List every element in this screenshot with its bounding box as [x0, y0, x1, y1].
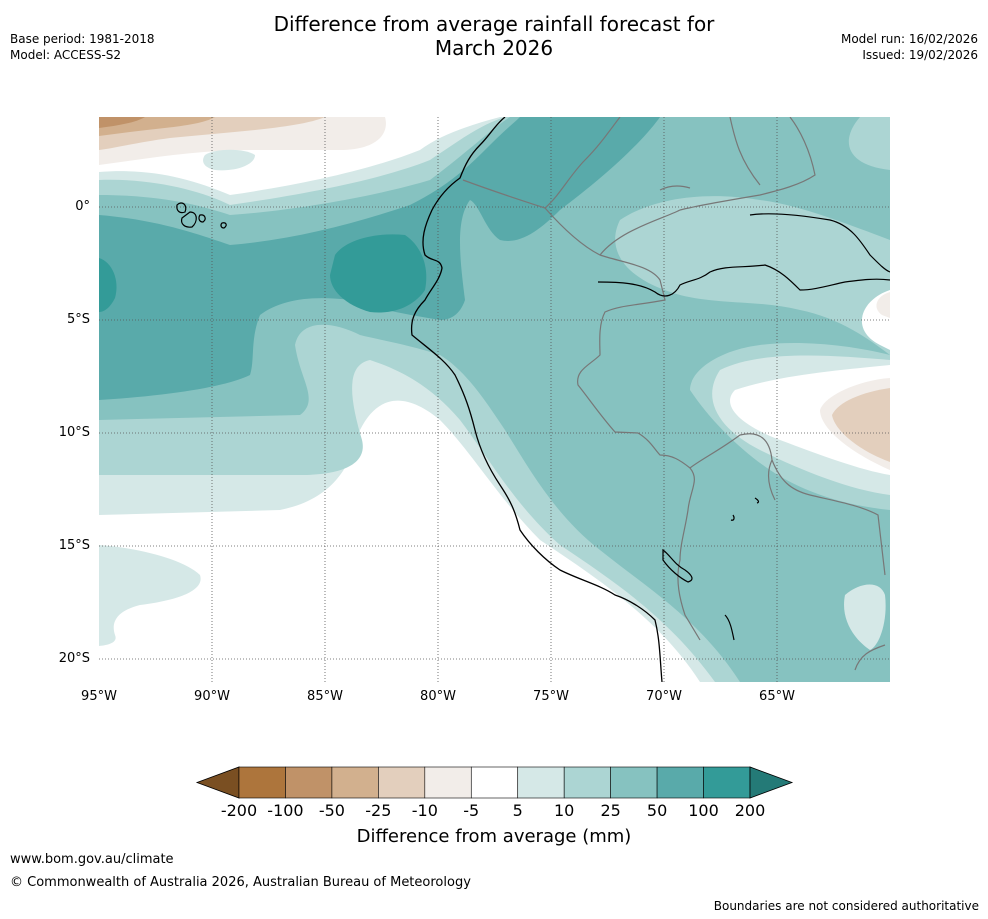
wet-patch-southeast	[844, 584, 886, 650]
graticule	[99, 117, 890, 682]
colorbar-tick-label: 100	[688, 801, 719, 820]
colorbar-tick-label: -25	[365, 801, 392, 820]
lat-label-15s: 15°S	[58, 538, 90, 553]
dry-spot-east-far	[876, 292, 890, 318]
colorbar-box	[424, 766, 472, 799]
colorbar-tick-label: -10	[411, 801, 438, 820]
colorbar-tick-label: -200	[220, 801, 258, 820]
lon-label-70w: 70°W	[646, 689, 682, 704]
lon-label-65w: 65°W	[759, 689, 795, 704]
wet-band-100-west	[99, 258, 117, 312]
lat-label-5s: 5°S	[66, 312, 90, 327]
colorbar-tick-label: -50	[318, 801, 345, 820]
base-period: Base period: 1981-2018	[10, 32, 155, 46]
galapagos-islands	[176, 202, 227, 229]
country-borders-north	[544, 117, 816, 256]
colorbar-box	[563, 766, 611, 799]
right-metadata: Model run: 16/02/2026 Issued: 19/02/2026	[841, 31, 978, 63]
colorbar-box	[703, 766, 751, 799]
colorbar-tick-label: 25	[600, 801, 621, 820]
colorbar-box	[610, 766, 658, 799]
colorbar-box	[238, 766, 286, 799]
colorbar-box	[331, 766, 379, 799]
colorbar-title: Difference from average (mm)	[356, 826, 632, 847]
colorbar	[195, 766, 794, 799]
map-title: Difference from average rainfall forecas…	[0, 12, 988, 60]
colorbar-extend-low	[195, 766, 240, 799]
website-link[interactable]: www.bom.gov.au/climate	[10, 852, 174, 867]
colorbar-tick-label: 200	[734, 801, 766, 820]
issued-date: Issued: 19/02/2026	[862, 48, 978, 62]
map-title-line2: March 2026	[434, 36, 554, 60]
map-fill-layers	[99, 117, 890, 682]
wet-patch-southwest	[99, 545, 201, 646]
wet-patch-north	[203, 149, 255, 171]
country-borders-east	[689, 433, 886, 671]
coastline-amazon-river	[597, 213, 890, 297]
lat-label-20s: 20°S	[58, 651, 90, 666]
country-borders	[462, 179, 701, 641]
boundaries	[176, 117, 890, 682]
colorbar-tick-label: 50	[646, 801, 668, 820]
colorbar-tick-label: 10	[553, 801, 575, 820]
lat-label-0: 0°	[75, 199, 90, 214]
left-metadata: Base period: 1981-2018 Model: ACCESS-S2	[10, 31, 155, 63]
copyright-notice: © Commonwealth of Australia 2026, Austra…	[10, 875, 471, 890]
map-title-line1: Difference from average rainfall forecas…	[273, 12, 715, 36]
model-name: Model: ACCESS-S2	[10, 48, 122, 62]
colorbar-box	[285, 766, 333, 799]
colorbar-box	[470, 766, 519, 799]
colorbar-box	[517, 766, 565, 799]
boundary-disclaimer: Boundaries are not considered authoritat…	[713, 899, 979, 913]
wet-band-100	[330, 234, 427, 313]
lon-label-95w: 95°W	[81, 689, 117, 704]
dry-spot-east-10	[832, 388, 890, 462]
lon-label-75w: 75°W	[533, 689, 569, 704]
lon-label-90w: 90°W	[194, 689, 230, 704]
colorbar-tick-label: -100	[267, 801, 304, 820]
colorbar-box	[656, 766, 704, 799]
colorbar-box	[378, 766, 426, 799]
dry-region-top-left-50	[99, 117, 145, 128]
coastline-west	[410, 117, 663, 682]
lat-label-10s: 10°S	[58, 425, 90, 440]
colorbar-tick-label: -5	[463, 801, 480, 820]
lon-label-85w: 85°W	[307, 689, 343, 704]
lon-label-80w: 80°W	[420, 689, 456, 704]
colorbar-extend-high	[749, 766, 794, 799]
lake-titicaca	[662, 497, 760, 641]
model-run: Model run: 16/02/2026	[840, 32, 978, 46]
colorbar-tick-label: 5	[512, 801, 523, 820]
